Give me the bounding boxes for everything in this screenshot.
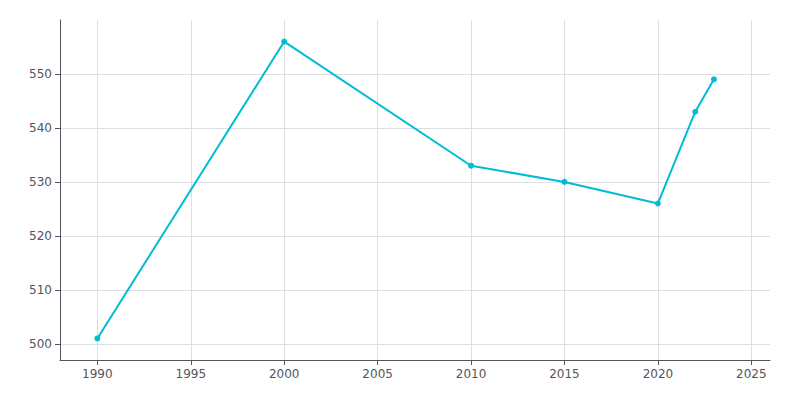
svg-text:550: 550 [29,67,52,81]
svg-text:2005: 2005 [362,367,393,381]
svg-text:540: 540 [29,121,52,135]
svg-text:2015: 2015 [549,367,580,381]
svg-text:2010: 2010 [456,367,487,381]
svg-text:2025: 2025 [736,367,767,381]
svg-text:2000: 2000 [269,367,300,381]
svg-text:510: 510 [29,283,52,297]
svg-text:1990: 1990 [82,367,113,381]
svg-text:530: 530 [29,175,52,189]
svg-text:500: 500 [29,337,52,351]
svg-text:520: 520 [29,229,52,243]
svg-text:1995: 1995 [176,367,207,381]
svg-text:2020: 2020 [643,367,674,381]
